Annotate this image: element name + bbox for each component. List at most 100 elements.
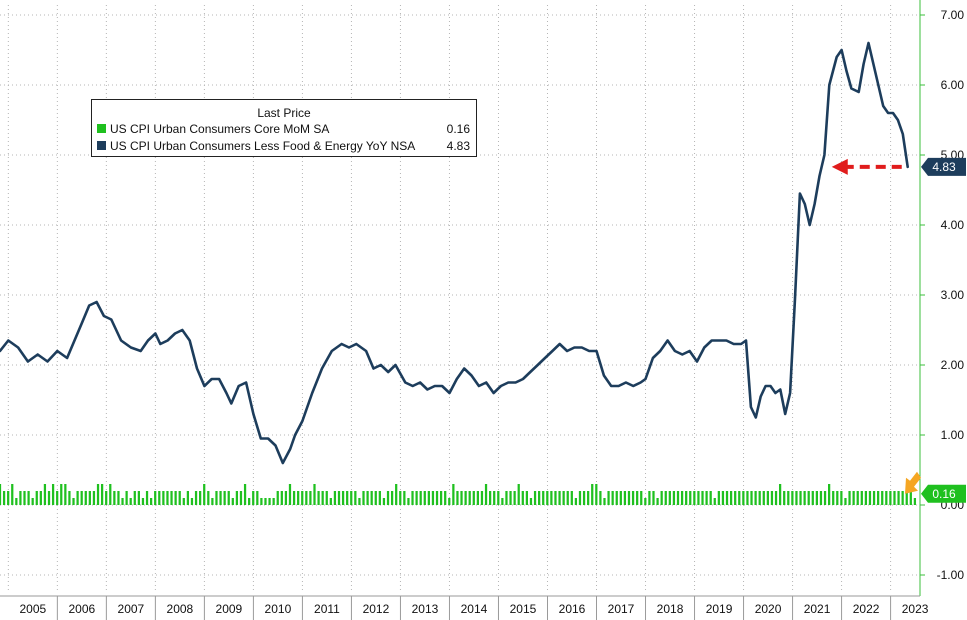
mom-bar — [746, 491, 749, 505]
mom-bar — [72, 498, 75, 505]
mom-bar — [456, 491, 459, 505]
mom-bar — [783, 491, 786, 505]
mom-bar — [211, 498, 214, 505]
mom-bar — [378, 491, 381, 505]
mom-bar — [452, 484, 455, 505]
mom-bar — [615, 491, 618, 505]
mom-bar — [166, 491, 169, 505]
mom-bar — [791, 491, 794, 505]
mom-bar — [856, 491, 859, 505]
mom-bar — [676, 491, 680, 505]
mom-bar — [313, 484, 316, 505]
mom-bar — [317, 491, 320, 505]
mom-bar — [105, 491, 108, 505]
x-tick-label: 2018 — [657, 602, 684, 616]
mom-bar — [754, 491, 757, 505]
mom-bar — [194, 491, 198, 505]
mom-bar — [554, 491, 557, 505]
mom-bar — [484, 484, 488, 505]
mom-bar — [636, 491, 639, 505]
x-tick-label: 2008 — [167, 602, 194, 616]
annotations: 4.83 0.16 — [831, 157, 966, 503]
mom-bar — [750, 491, 753, 505]
x-tick-label: 2005 — [19, 602, 46, 616]
mom-bar — [341, 491, 345, 505]
mom-bar — [889, 491, 892, 505]
mom-bar — [648, 491, 651, 505]
mom-bar — [660, 491, 663, 505]
x-tick-label: 2015 — [510, 602, 537, 616]
mom-bar — [301, 491, 304, 505]
mom-bar — [362, 491, 365, 505]
mom-bar — [178, 491, 181, 505]
legend-item-mom: US CPI Urban Consumers Core MoM SA 0.16 — [92, 120, 476, 137]
mom-bar — [742, 491, 745, 505]
mom-bar — [774, 491, 778, 505]
yoy-line — [0, 41, 910, 465]
mom-bar — [905, 491, 908, 505]
mom-bar — [435, 491, 439, 505]
mom-bar — [852, 491, 855, 505]
y-axis: -1.000.001.002.003.004.005.006.007.00 — [919, 0, 965, 596]
red-arrow-head — [831, 158, 848, 175]
last-value-label-bg — [921, 157, 966, 176]
mom-bar — [141, 498, 145, 505]
mom-bar — [162, 491, 165, 505]
mom-bar — [182, 498, 185, 505]
mom-bar — [23, 491, 26, 505]
x-axis: 2005 2006 2007 2008 2009 2010 2011 2012 2013 2014… — [0, 595, 929, 620]
mom-bar — [529, 498, 533, 505]
mom-bar — [489, 491, 492, 505]
mom-bar — [309, 491, 312, 505]
mom-bar — [215, 491, 218, 505]
mom-bar — [297, 491, 300, 505]
y-tick-label: -1.00 — [937, 568, 965, 582]
mom-bar — [133, 491, 136, 505]
mom-bar — [350, 491, 353, 505]
legend-swatch-mom — [97, 124, 106, 133]
mom-bar — [399, 491, 402, 505]
mom-bar — [631, 491, 635, 505]
mom-bar — [836, 491, 839, 505]
mom-bar — [680, 491, 684, 505]
mom-bars — [0, 484, 917, 505]
mom-bar — [566, 491, 569, 505]
mom-bar — [591, 484, 594, 505]
x-tick-label: 2016 — [559, 602, 586, 616]
mom-bar — [56, 491, 59, 505]
mom-bar — [868, 491, 872, 505]
mom-bar — [60, 484, 63, 505]
mom-bar — [464, 491, 467, 505]
mom-bar — [382, 498, 386, 505]
mom-bar — [260, 498, 263, 505]
mom-bar — [337, 491, 341, 505]
mom-bar — [864, 491, 868, 505]
legend-value-yoy: 4.83 — [446, 138, 470, 153]
mom-bar — [582, 491, 586, 505]
mom-bar — [705, 491, 708, 505]
mom-bar — [828, 484, 831, 505]
mom-bar — [521, 491, 524, 505]
mom-bar — [770, 491, 774, 505]
mom-bar — [0, 484, 2, 505]
mom-bar — [766, 491, 769, 505]
x-tick-label: 2014 — [461, 602, 488, 616]
mom-bar — [533, 491, 537, 505]
mom-bar — [431, 491, 435, 505]
mom-bar — [721, 491, 725, 505]
mom-bar — [109, 484, 112, 505]
mom-bar — [558, 491, 561, 505]
legend-swatch-yoy — [97, 141, 106, 150]
mom-bar — [725, 491, 729, 505]
mom-bar — [325, 491, 328, 505]
mom-bar — [444, 491, 447, 505]
mom-bar — [280, 491, 283, 505]
mom-bar — [403, 491, 406, 505]
mom-bar — [656, 498, 659, 505]
mom-bar — [35, 491, 38, 505]
mom-bar — [807, 491, 810, 505]
mom-bar — [68, 491, 71, 505]
mom-bar — [121, 498, 124, 505]
mom-bar — [640, 491, 643, 505]
mom-bar — [513, 491, 516, 505]
